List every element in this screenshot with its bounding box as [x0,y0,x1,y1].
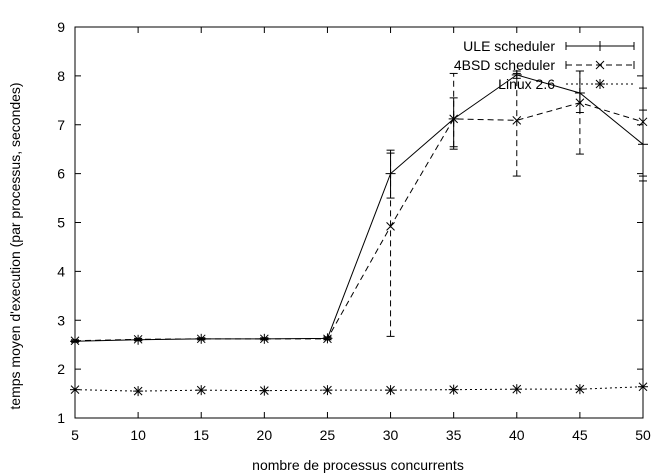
data-point [638,381,648,392]
data-point [133,386,144,397]
series-0 [70,69,648,347]
error-bar [639,109,647,182]
series-line [74,74,644,342]
error-bar [639,87,647,177]
data-point [196,334,206,344]
plot-frame-layer [74,26,644,419]
x-tick-label: 30 [383,427,399,443]
data-point [133,334,143,344]
data-point [70,384,80,395]
x-tick-label: 20 [257,427,273,443]
legend-label: 4BSD scheduler [454,57,556,73]
x-tick-label: 35 [446,427,462,443]
error-bar [575,70,584,155]
series-2 [70,381,648,397]
y-tick-label: 9 [57,19,65,35]
data-point [323,334,332,344]
data-point [575,98,585,108]
data-point [259,334,269,344]
y-tick-label: 5 [57,215,65,231]
data-point [70,336,80,346]
legend-entry: 4BSD scheduler [454,57,635,73]
data-point [449,114,459,124]
legend-entry: ULE scheduler [463,38,635,54]
x-tick-label: 45 [572,427,588,443]
series-line [74,386,644,392]
data-point [322,385,333,396]
y-tick-label: 6 [57,166,65,182]
error-bar [512,72,521,177]
y-tick-label: 8 [57,68,65,84]
x-tick-label: 10 [130,427,146,443]
x-tick-label: 25 [320,427,336,443]
y-tick-label: 1 [57,410,65,426]
x-tick-label: 40 [509,427,525,443]
legend-marker [595,60,605,70]
data-point [512,115,522,125]
legend-label: Linux 2.6 [498,76,555,92]
error-bar [449,72,458,148]
y-tick-label: 2 [57,361,65,377]
data-point [385,385,396,396]
error-bar [386,152,395,337]
y-tick-label: 3 [57,312,65,328]
legend-layer: ULE scheduler 4BSD scheduler Linux 2.6 [454,38,635,92]
data-point [574,384,585,395]
series-layer [70,69,648,397]
x-tick-label: 50 [635,427,651,443]
data-point [196,385,207,396]
y-tick-label: 7 [57,117,65,133]
x-tick-label: 5 [71,427,79,443]
plot-frame [74,26,644,419]
legend-entry: Linux 2.6 [498,76,634,92]
data-point [638,117,648,127]
series-line [74,102,644,342]
data-point [259,385,270,396]
x-axis-label: nombre de processus concurrents [252,457,464,473]
x-tick-label: 15 [193,427,209,443]
y-axis-label: temps moyen d'execution (par processus, … [7,82,23,409]
data-point [386,222,395,231]
legend-label: ULE scheduler [463,38,555,54]
series-1 [70,70,648,346]
legend-marker [595,41,605,51]
data-point [511,384,522,395]
y-tick-label: 4 [57,263,65,279]
data-point [448,384,459,395]
legend-marker [595,79,605,89]
